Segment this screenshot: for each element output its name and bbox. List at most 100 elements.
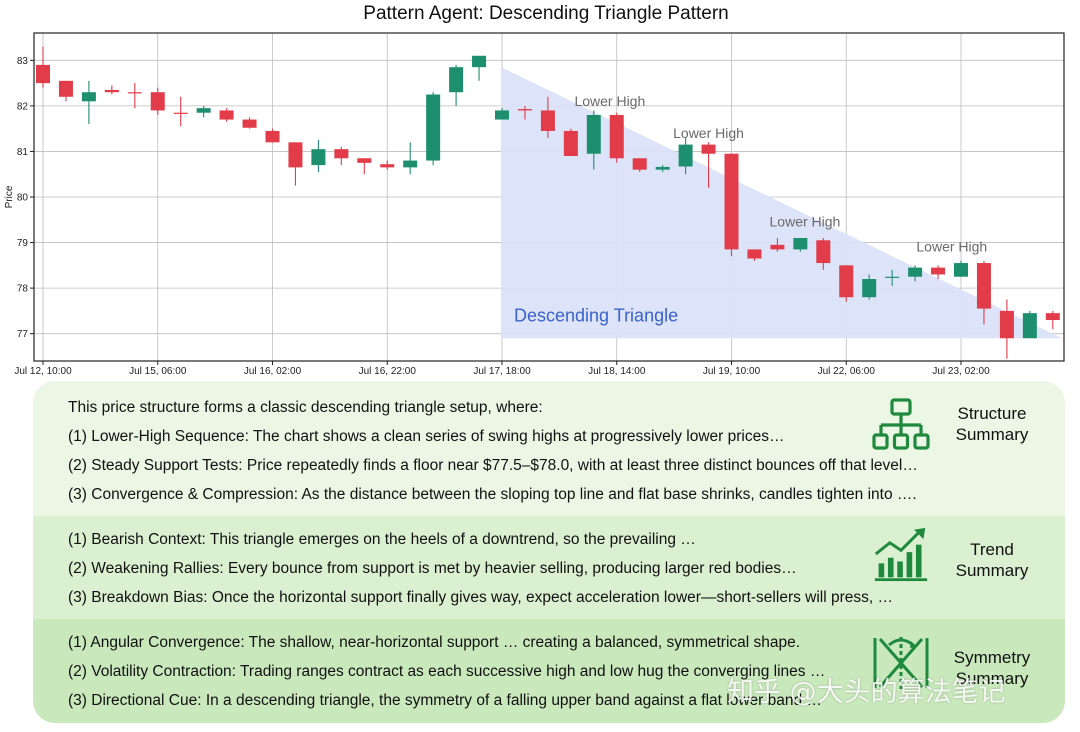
candle <box>449 64 464 106</box>
trend-summary-section: (1) Bearish Context: This triangle emerg… <box>33 516 1065 619</box>
candle <box>885 269 900 286</box>
structure-line-3: (3) Convergence & Compression: As the di… <box>68 486 917 503</box>
candle <box>724 153 739 257</box>
candle <box>655 165 670 172</box>
trend-line-1: (1) Bearish Context: This triangle emerg… <box>68 531 696 548</box>
candle-body <box>816 240 831 264</box>
candle <box>36 46 50 88</box>
y-tick-label: 81 <box>17 147 29 158</box>
candle <box>58 80 73 102</box>
lower-high-annotation: Lower High <box>770 214 841 230</box>
candle <box>495 108 509 120</box>
candle <box>219 108 234 122</box>
structure-heading: Structure Summary <box>942 403 1042 445</box>
candle-body <box>127 92 142 94</box>
candle <box>976 260 991 325</box>
candle <box>380 160 395 170</box>
candle <box>747 249 762 261</box>
candle-body <box>81 92 96 102</box>
chart-title: Pattern Agent: Descending Triangle Patte… <box>363 3 728 24</box>
candlestick-chart: Pattern Agent: Descending Triangle Patte… <box>4 3 1065 377</box>
candle-body <box>609 115 624 159</box>
candle <box>563 128 578 156</box>
structure-heading-line-1: Structure <box>957 404 1027 423</box>
candle <box>770 238 785 252</box>
x-tick-label: Jul 15, 06:00 <box>129 366 187 377</box>
candle-body <box>954 263 968 277</box>
candle-body <box>701 144 716 154</box>
candle <box>954 260 968 277</box>
candle <box>999 299 1014 359</box>
candle-body <box>908 267 923 277</box>
watermark: 知乎 @大头的算法笔记 <box>727 677 1006 708</box>
y-tick-label: 80 <box>17 193 29 204</box>
x-tick-label: Jul 16, 22:00 <box>359 366 417 377</box>
candle-body <box>58 80 73 97</box>
candle-body <box>747 249 762 259</box>
candle <box>334 146 349 166</box>
trend-line-2: (2) Weakening Rallies: Every bounce from… <box>68 560 797 577</box>
candle-body <box>999 310 1014 339</box>
candle <box>265 128 280 143</box>
candle <box>540 96 555 138</box>
candle <box>632 158 647 172</box>
candle-body <box>1045 313 1060 320</box>
candle <box>793 238 808 252</box>
candle-body <box>403 160 418 168</box>
axis-ticks: 77 78 79 80 81 82 83 Jul 12, 10:00 Jul 15, 06:00… <box>14 56 990 377</box>
candle-body <box>495 110 509 120</box>
trend-heading-line-1: Trend <box>970 540 1014 559</box>
x-tick-label: Jul 18, 14:00 <box>588 366 646 377</box>
candle-body <box>839 265 854 298</box>
candle <box>403 142 418 175</box>
candle-body <box>196 108 211 113</box>
symmetry-heading: Symmetry Summary <box>942 647 1042 689</box>
x-tick-label: Jul 19, 10:00 <box>703 366 761 377</box>
y-tick-label: 78 <box>17 284 29 295</box>
candle <box>196 105 211 118</box>
trend-chart-icon <box>874 527 928 582</box>
y-tick-label: 82 <box>17 101 29 112</box>
candle-body <box>1022 313 1037 339</box>
candle-body <box>724 153 739 250</box>
lower-high-annotation: Lower High <box>574 93 645 109</box>
x-tick-label: Jul 22, 06:00 <box>818 366 876 377</box>
structure-summary-section: This price structure forms a classic des… <box>33 381 1065 516</box>
trend-heading-line-2: Summary <box>955 561 1029 580</box>
hierarchy-icon <box>872 398 930 450</box>
structure-line-1: (1) Lower-High Sequence: The chart shows… <box>68 428 785 445</box>
candle <box>586 110 601 170</box>
candle-body <box>540 110 555 131</box>
symmetry-line-1: (1) Angular Convergence: The shallow, ne… <box>68 634 801 651</box>
candle-body <box>150 92 165 111</box>
candle-body <box>219 110 234 120</box>
candle <box>839 265 854 302</box>
candle-body <box>655 166 670 170</box>
candle-body <box>265 130 280 143</box>
candle-body <box>242 119 257 128</box>
summary-panel: This price structure forms a classic des… <box>33 381 1065 723</box>
x-tick-label: Jul 23, 02:00 <box>932 366 990 377</box>
candle <box>862 274 877 300</box>
candle <box>816 238 831 270</box>
annotations: Lower High Lower High Lower High Lower High <box>574 93 987 255</box>
y-tick-label: 83 <box>17 56 29 67</box>
symmetry-line-3: (3) Directional Cue: In a descending tri… <box>68 692 822 709</box>
y-axis-label: Price <box>4 185 15 208</box>
candle-body <box>885 276 900 278</box>
trend-line-3: (3) Breakdown Bias: Once the horizontal … <box>68 589 894 606</box>
candle <box>931 265 946 279</box>
structure-line-intro: This price structure forms a classic des… <box>68 399 543 416</box>
x-tick-label: Jul 17, 18:00 <box>473 366 531 377</box>
candle-body <box>449 67 464 93</box>
symmetry-summary-section: (1) Angular Convergence: The shallow, ne… <box>33 619 1065 723</box>
candle <box>1022 310 1037 339</box>
symmetry-heading-line-2: Summary <box>955 669 1029 688</box>
candle-body <box>678 144 693 167</box>
candle-body <box>334 149 349 159</box>
candle-body <box>472 55 487 68</box>
candle <box>609 112 624 163</box>
candle-body <box>426 94 441 161</box>
candle <box>81 80 96 125</box>
candle-body <box>380 164 395 168</box>
